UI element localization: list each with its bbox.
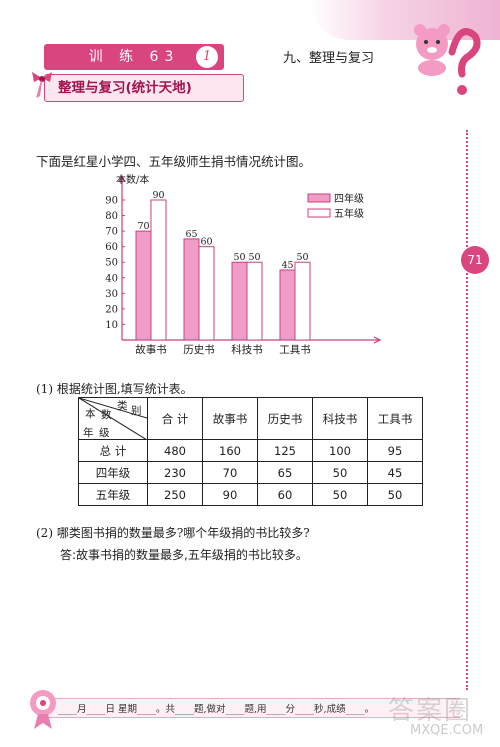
table-corner-cell: 本 数 类 别 年 级 (78, 397, 148, 440)
row-label: 五年级 (78, 483, 148, 506)
data-label: 45 (281, 260, 293, 271)
lesson-title: 训 练 63 (44, 44, 224, 70)
lesson-subtitle: 整理与复习(统计天地) (58, 80, 192, 96)
bar-grade5 (294, 261, 311, 341)
table-cell: 90 (202, 483, 258, 506)
table-cell: 65 (257, 461, 313, 484)
y-axis-label: 本数/本 (116, 173, 149, 186)
column-header: 科技书 (312, 397, 368, 440)
category-label: 历史书 (183, 344, 215, 356)
category-label: 科技书 (231, 343, 263, 356)
corner-diagonals (79, 398, 147, 440)
y-tick-label: 90 (105, 196, 118, 207)
category-label: 故事书 (135, 343, 167, 356)
legend-swatch (307, 208, 331, 218)
table-row: 四年级 230 70 65 50 45 (78, 461, 423, 484)
table-cell: 50 (312, 483, 368, 506)
table-row: 五年级 250 90 60 50 50 (78, 483, 423, 506)
table-cell: 230 (147, 461, 203, 484)
table-cell: 70 (202, 461, 258, 484)
stat-table: 本 数 类 别 年 级 合 计 故事书 历史书 科技书 工具书 总 计 480 … (78, 397, 423, 506)
bar-grade5 (150, 199, 167, 341)
column-header: 故事书 (202, 397, 258, 440)
table-cell: 480 (147, 439, 203, 462)
y-tick-label: 40 (105, 273, 118, 284)
question-1: (1) 根据统计图,填写统计表。 (36, 382, 193, 396)
data-label: 60 (200, 237, 212, 248)
watermark-url: MXQE.COM (410, 723, 484, 738)
bar-grade5 (198, 246, 215, 341)
data-label: 50 (248, 252, 260, 263)
table-cell: 45 (367, 461, 423, 484)
y-tick-label: 20 (105, 304, 118, 315)
table-cell: 100 (312, 439, 368, 462)
table-cell: 50 (312, 461, 368, 484)
corner-label: 年 (83, 427, 94, 439)
legend-label: 四年级 (334, 192, 364, 205)
subtitle-bar (44, 74, 244, 102)
column-header: 合 计 (147, 397, 203, 440)
table-cell: 95 (367, 439, 423, 462)
y-axis-arrow (118, 174, 126, 183)
chapter-title: 九、整理与复习 (283, 51, 375, 66)
corner-label: 本 (85, 408, 96, 420)
table-cell: 160 (202, 439, 258, 462)
row-label: 总 计 (78, 439, 148, 462)
watermark-logo: 答案圈 (388, 696, 473, 726)
y-tick-label: 10 (105, 320, 118, 331)
corner-label: 级 (99, 427, 110, 439)
bow-icon (32, 72, 52, 98)
intro-text: 下面是红星小学四、五年级师生捐书情况统计图。 (36, 154, 312, 169)
bar-grade4 (183, 238, 200, 341)
column-header: 工具书 (367, 397, 423, 440)
bar-grade4 (135, 230, 152, 341)
y-tick-label: 30 (105, 289, 118, 300)
corner-label: 数 (101, 409, 112, 421)
x-axis-arrow (373, 336, 382, 344)
table-cell: 125 (257, 439, 313, 462)
table-cell: 50 (367, 483, 423, 506)
data-label: 70 (137, 221, 149, 232)
side-dotted-line (466, 130, 468, 690)
corner-label: 类 (117, 400, 128, 412)
question-2: (2) 哪类图书捐的数量最多?哪个年级捐的书比较多? (36, 526, 310, 540)
table-cell: 250 (147, 483, 203, 506)
table-row: 总 计 480 160 125 100 95 (78, 439, 423, 462)
data-label: 90 (152, 190, 164, 201)
y-tick-label: 80 (105, 211, 118, 222)
data-label: 65 (185, 229, 197, 240)
footer-record: ____月____日 星期____。共____题,做对____题,用____分_… (58, 704, 375, 715)
column-header: 历史书 (257, 397, 313, 440)
bar-grade4 (279, 269, 296, 341)
footer-bar (40, 698, 460, 718)
bar-grade5 (246, 261, 263, 341)
bear-mascot-icon (414, 24, 481, 95)
table-cell: 60 (257, 483, 313, 506)
lesson-number-badge: 1 (196, 46, 218, 68)
bar-grade4 (231, 261, 248, 341)
category-label: 工具书 (279, 344, 311, 356)
y-tick-label: 50 (105, 258, 118, 269)
flower-badge-icon (30, 690, 56, 729)
corner-label: 别 (131, 405, 142, 417)
y-tick-label: 60 (105, 242, 118, 253)
row-label: 四年级 (78, 461, 148, 484)
answer-text: 答:故事书捐的数量最多,五年级捐的书比较多。 (60, 548, 308, 562)
legend-label: 五年级 (334, 207, 364, 220)
data-label: 50 (233, 252, 245, 263)
legend-swatch (307, 193, 331, 203)
data-label: 50 (296, 252, 308, 263)
page-number: 71 (461, 246, 489, 274)
y-tick-label: 70 (105, 227, 118, 238)
